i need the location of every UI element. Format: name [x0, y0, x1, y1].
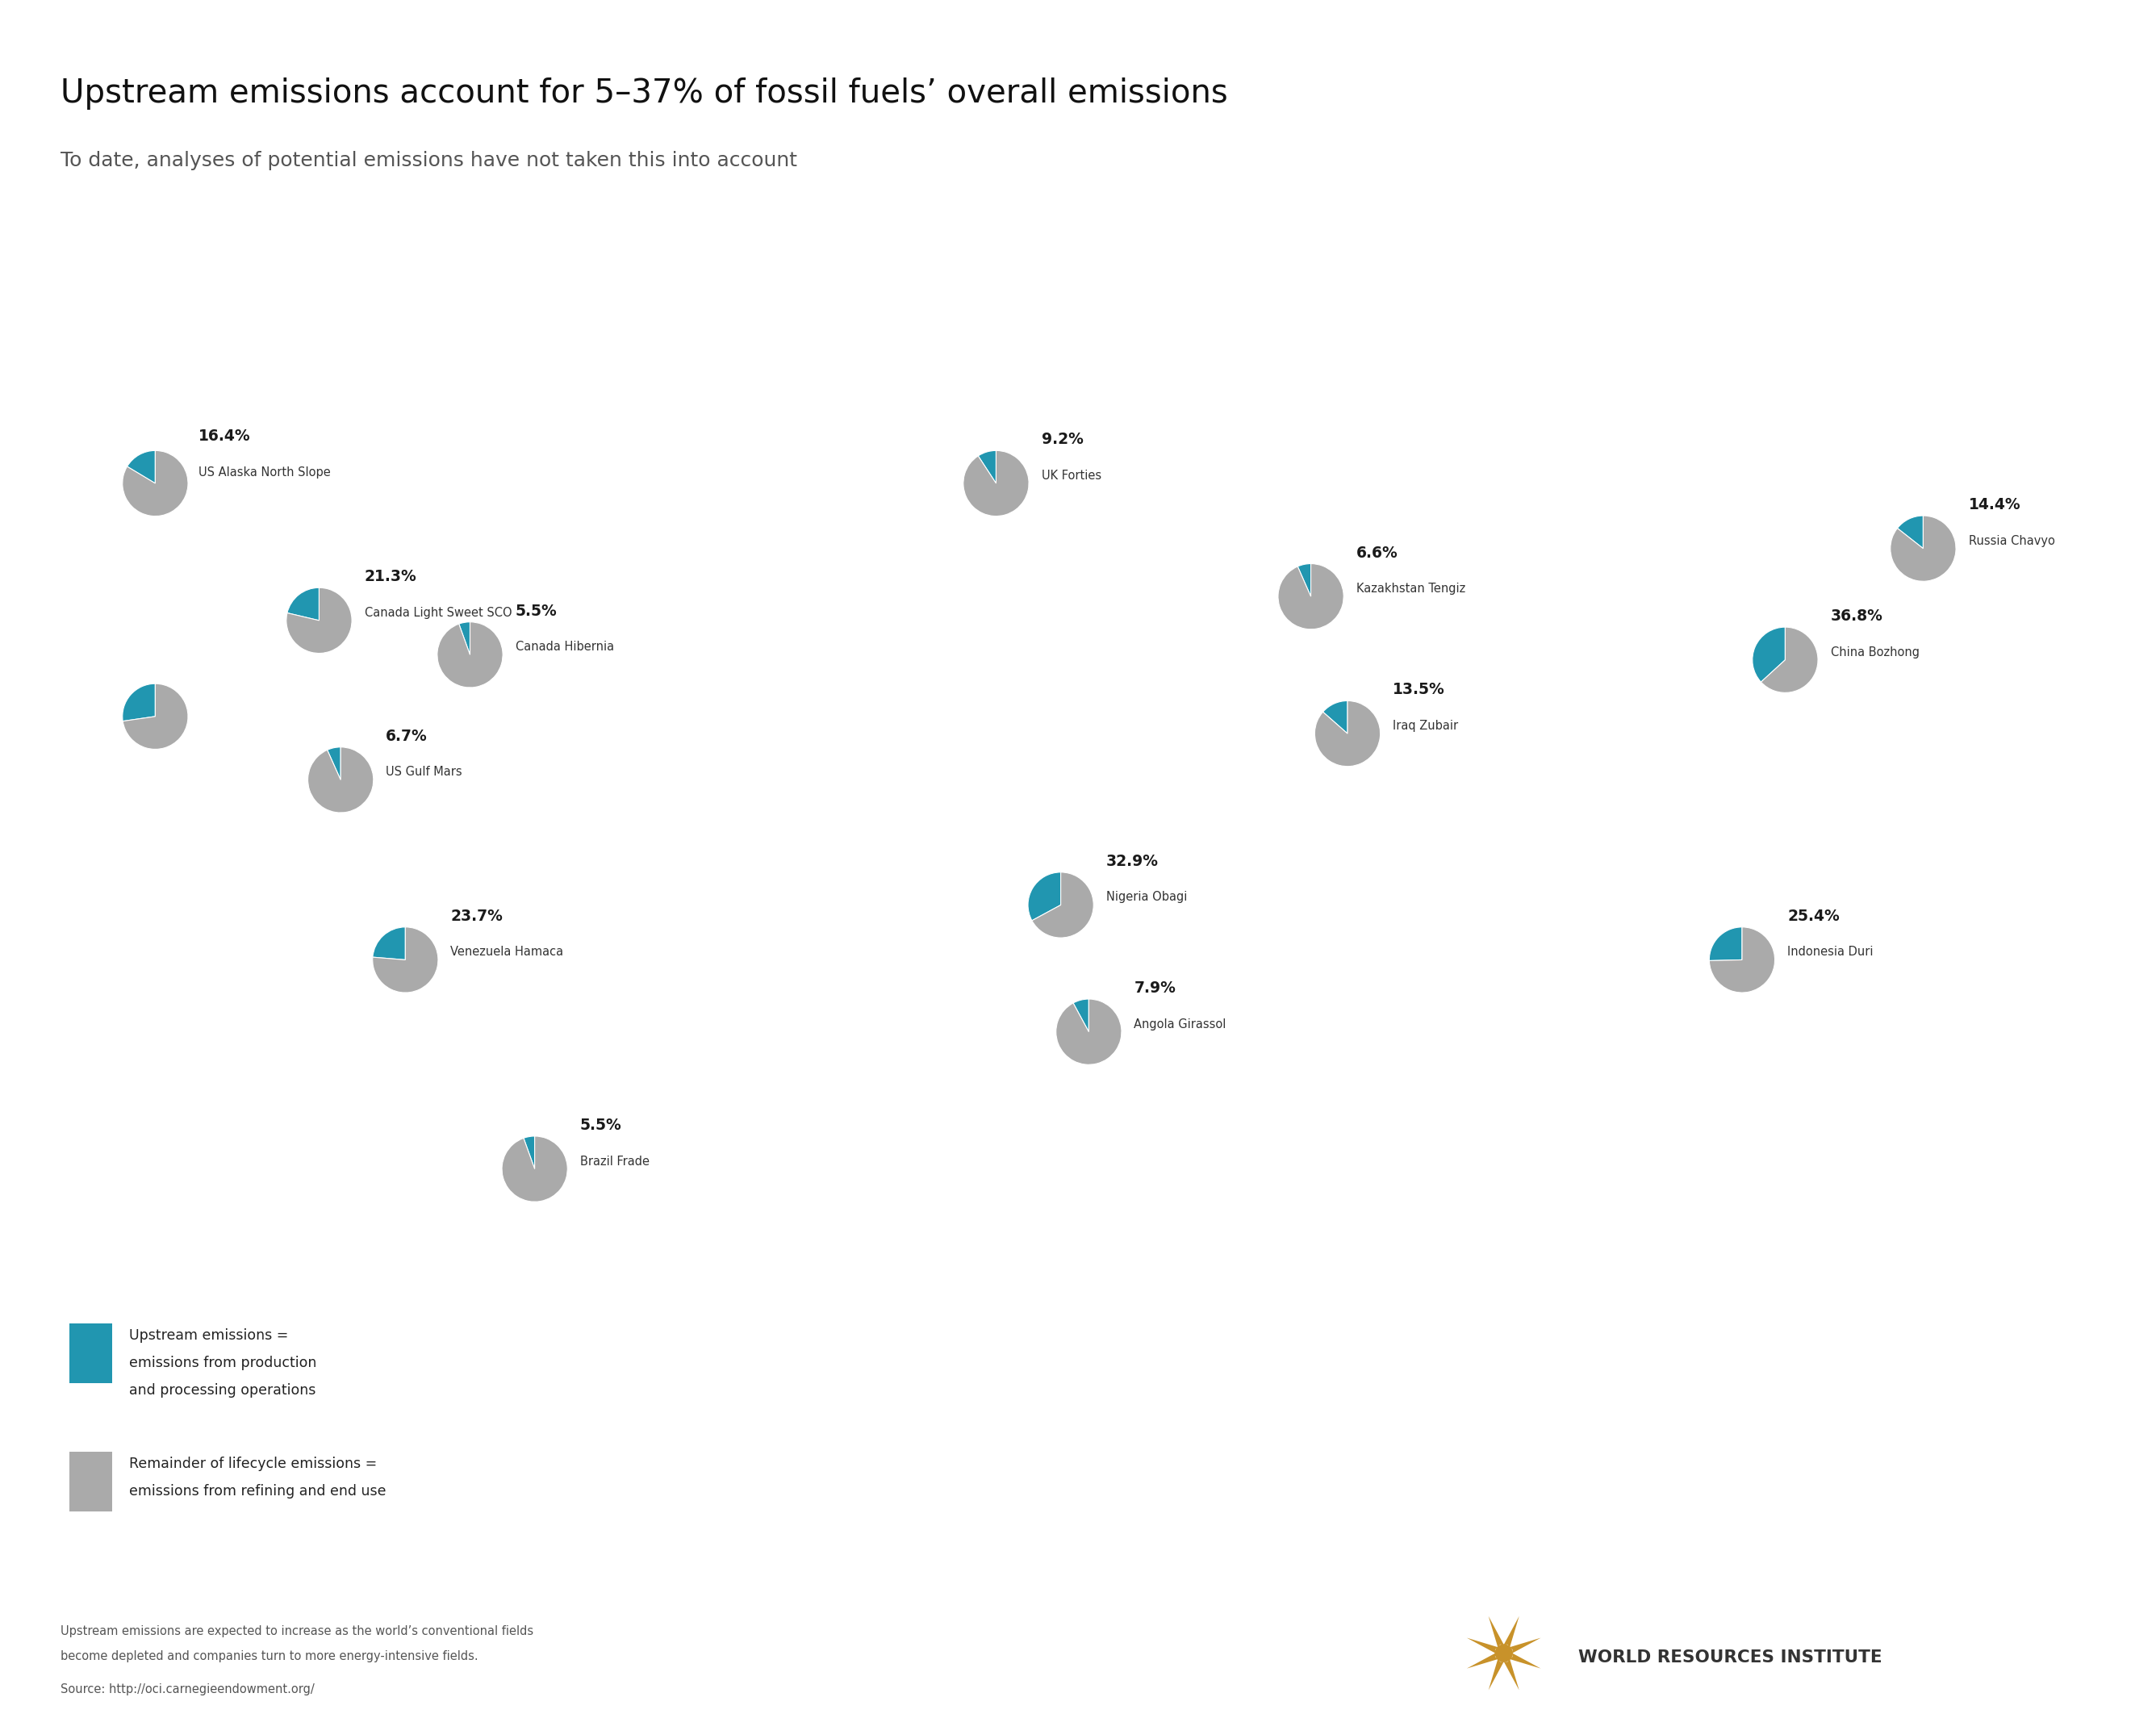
Circle shape	[1496, 1645, 1511, 1661]
Text: 14.4%: 14.4%	[1968, 497, 2020, 512]
Polygon shape	[1466, 1639, 1498, 1652]
Text: emissions from production: emissions from production	[129, 1356, 317, 1369]
Wedge shape	[1891, 516, 1955, 581]
Polygon shape	[1509, 1652, 1542, 1668]
Wedge shape	[1761, 627, 1818, 692]
Text: Canada Hibernia: Canada Hibernia	[515, 641, 614, 653]
Wedge shape	[127, 451, 155, 483]
Polygon shape	[1505, 1616, 1520, 1647]
Text: Upstream emissions =: Upstream emissions =	[129, 1328, 289, 1342]
Text: 9.2%: 9.2%	[1041, 432, 1082, 447]
Text: become depleted and companies turn to more energy-intensive fields.: become depleted and companies turn to mo…	[60, 1651, 479, 1663]
Text: Remainder of lifecycle emissions =: Remainder of lifecycle emissions =	[129, 1457, 377, 1471]
Wedge shape	[123, 451, 188, 516]
Text: 5.5%: 5.5%	[515, 603, 556, 619]
Wedge shape	[1056, 999, 1121, 1064]
Text: 25.4%: 25.4%	[1787, 908, 1839, 924]
Wedge shape	[123, 684, 188, 749]
Wedge shape	[964, 451, 1028, 516]
Text: 5.5%: 5.5%	[580, 1118, 621, 1133]
Wedge shape	[373, 927, 438, 992]
Wedge shape	[287, 588, 351, 653]
Text: 21.3%: 21.3%	[364, 569, 416, 584]
Text: 13.5%: 13.5%	[1393, 682, 1445, 698]
Wedge shape	[1315, 701, 1380, 766]
Wedge shape	[524, 1136, 535, 1169]
Text: Canada Light Sweet SCO: Canada Light Sweet SCO	[364, 607, 511, 619]
Wedge shape	[287, 588, 319, 620]
Text: Indonesia Duri: Indonesia Duri	[1787, 946, 1874, 958]
Wedge shape	[1710, 927, 1774, 992]
Text: UK Forties: UK Forties	[1041, 470, 1102, 482]
Text: and processing operations: and processing operations	[129, 1383, 317, 1397]
Text: 36.8%: 36.8%	[1830, 608, 1882, 624]
Text: Upstream emissions are expected to increase as the world’s conventional fields: Upstream emissions are expected to incre…	[60, 1625, 533, 1637]
Text: Kazakhstan Tengiz: Kazakhstan Tengiz	[1356, 583, 1466, 595]
Text: Russia Chavyo: Russia Chavyo	[1968, 535, 2055, 547]
Wedge shape	[1074, 999, 1089, 1032]
Text: Angola Girassol: Angola Girassol	[1134, 1018, 1227, 1030]
Wedge shape	[979, 451, 996, 483]
Text: WORLD RESOURCES INSTITUTE: WORLD RESOURCES INSTITUTE	[1578, 1649, 1882, 1666]
Text: Venezuela Hamaca: Venezuela Hamaca	[451, 946, 563, 958]
Wedge shape	[308, 747, 373, 812]
Wedge shape	[502, 1136, 567, 1202]
Polygon shape	[1466, 1652, 1498, 1668]
Text: Nigeria Obagi: Nigeria Obagi	[1106, 891, 1188, 903]
Text: 7.9%: 7.9%	[1134, 980, 1175, 996]
Text: Source: http://oci.carnegieendowment.org/: Source: http://oci.carnegieendowment.org…	[60, 1683, 315, 1695]
Wedge shape	[1033, 872, 1093, 938]
Polygon shape	[1509, 1639, 1542, 1652]
Wedge shape	[1324, 701, 1348, 734]
Polygon shape	[1488, 1659, 1505, 1690]
Wedge shape	[1298, 564, 1311, 596]
Text: 16.4%: 16.4%	[198, 428, 250, 444]
Text: 23.7%: 23.7%	[451, 908, 502, 924]
Wedge shape	[1279, 564, 1343, 629]
Text: US Gulf Mars: US Gulf Mars	[386, 766, 461, 778]
Text: US Alaska North Slope: US Alaska North Slope	[198, 466, 330, 478]
Wedge shape	[1028, 872, 1061, 920]
Wedge shape	[438, 622, 502, 687]
Wedge shape	[1753, 627, 1785, 682]
Text: Iraq Zubair: Iraq Zubair	[1393, 720, 1457, 732]
Wedge shape	[1897, 516, 1923, 548]
Polygon shape	[1505, 1659, 1520, 1690]
Text: China Bozhong: China Bozhong	[1830, 646, 1919, 658]
Polygon shape	[1488, 1616, 1505, 1647]
Text: Brazil Frade: Brazil Frade	[580, 1155, 649, 1167]
Text: 6.7%: 6.7%	[386, 728, 427, 744]
Text: Upstream emissions account for 5–37% of fossil fuels’ overall emissions: Upstream emissions account for 5–37% of …	[60, 77, 1227, 110]
Wedge shape	[123, 684, 155, 722]
Text: emissions from refining and end use: emissions from refining and end use	[129, 1484, 386, 1498]
Text: 6.6%: 6.6%	[1356, 545, 1397, 560]
Wedge shape	[459, 622, 470, 655]
Wedge shape	[328, 747, 341, 780]
Wedge shape	[1710, 927, 1742, 960]
Wedge shape	[373, 927, 405, 960]
Text: To date, analyses of potential emissions have not taken this into account: To date, analyses of potential emissions…	[60, 151, 798, 170]
Text: 32.9%: 32.9%	[1106, 854, 1158, 869]
